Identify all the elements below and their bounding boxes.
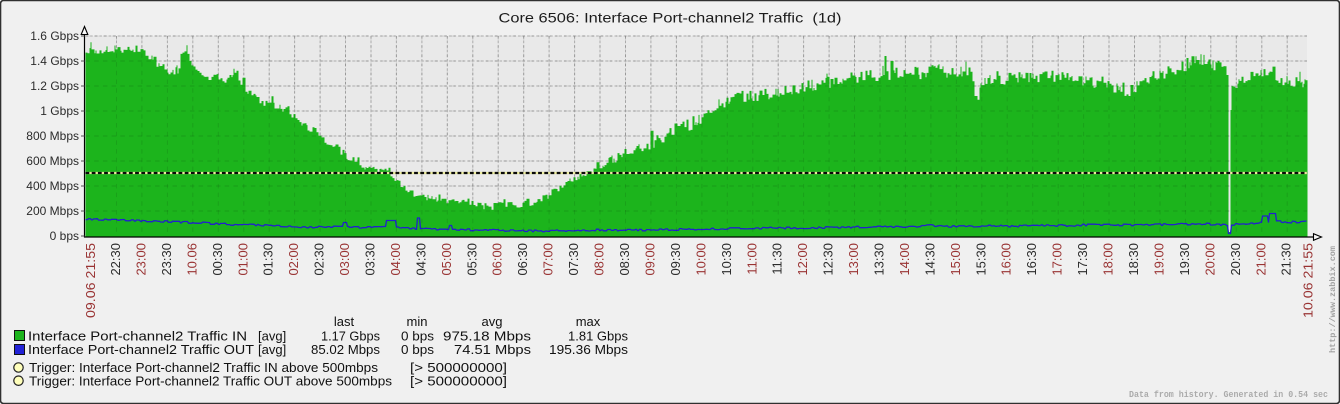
svg-text:21:00: 21:00 [1253, 243, 1268, 276]
svg-text:Data from history. Generated i: Data from history. Generated in 0.54 sec [1129, 390, 1328, 400]
svg-text:15:30: 15:30 [973, 243, 988, 276]
svg-text:11:00: 11:00 [744, 243, 759, 275]
svg-text:22:30: 22:30 [108, 243, 123, 276]
svg-text:avg: avg [482, 314, 503, 329]
svg-text:Interface Port-channel2 Traffi: Interface Port-channel2 Traffic IN [28, 329, 247, 344]
svg-text:Interface Port-channel2 Traffi: Interface Port-channel2 Traffic OUT [28, 342, 254, 357]
svg-text:20:30: 20:30 [1228, 243, 1243, 276]
svg-text:07:00: 07:00 [541, 243, 556, 276]
svg-text:1.2 Gbps: 1.2 Gbps [30, 79, 79, 93]
svg-text:05:30: 05:30 [464, 243, 479, 276]
svg-text:02:00: 02:00 [286, 243, 301, 276]
svg-text:10:30: 10:30 [719, 243, 734, 276]
svg-text:[> 500000000]: [> 500000000] [410, 360, 507, 375]
svg-text:03:00: 03:00 [337, 243, 352, 276]
svg-text:23:00: 23:00 [133, 243, 148, 276]
svg-text:0 bps: 0 bps [50, 229, 79, 243]
svg-text:Core 6506: Interface Port-chan: Core 6506: Interface Port-channel2 Traff… [499, 10, 842, 26]
svg-text:09:00: 09:00 [642, 243, 657, 276]
svg-text:10.06: 10.06 [184, 243, 199, 276]
svg-text:19:00: 19:00 [1152, 243, 1167, 276]
svg-text:08:00: 08:00 [592, 243, 607, 276]
svg-text:19:30: 19:30 [1177, 243, 1192, 276]
svg-text:17:00: 17:00 [1050, 243, 1065, 276]
svg-text:195.36 Mbps: 195.36 Mbps [549, 342, 629, 357]
svg-text:01:30: 01:30 [261, 243, 276, 276]
svg-text:20:00: 20:00 [1202, 243, 1217, 276]
svg-text:[avg]: [avg] [258, 329, 286, 344]
svg-text:10:00: 10:00 [693, 243, 708, 276]
svg-text:1.4 Gbps: 1.4 Gbps [30, 54, 79, 68]
svg-text:00:30: 00:30 [210, 243, 225, 276]
svg-text:1 Gbps: 1 Gbps [40, 104, 79, 118]
svg-text:13:30: 13:30 [872, 243, 887, 276]
svg-text:85.02 Mbps: 85.02 Mbps [311, 342, 381, 357]
svg-text:23:30: 23:30 [159, 243, 174, 276]
svg-text:16:30: 16:30 [1024, 243, 1039, 276]
svg-text:min: min [407, 314, 428, 329]
svg-text:1.17 Gbps: 1.17 Gbps [321, 329, 380, 344]
svg-text:16:00: 16:00 [999, 243, 1014, 276]
svg-text:09.06 21:55: 09.06 21:55 [83, 243, 98, 318]
svg-text:14:00: 14:00 [897, 243, 912, 276]
svg-text:[avg]: [avg] [258, 342, 286, 357]
svg-text:74.51 Mbps: 74.51 Mbps [454, 342, 532, 357]
svg-text:Trigger: Interface Port-channe: Trigger: Interface Port-channel2 Traffic… [29, 373, 393, 388]
svg-text:18:00: 18:00 [1101, 243, 1116, 276]
svg-text:07:30: 07:30 [566, 243, 581, 276]
svg-text:600 Mbps: 600 Mbps [26, 154, 79, 168]
svg-text:13:00: 13:00 [846, 243, 861, 276]
svg-text:08:30: 08:30 [617, 243, 632, 276]
svg-text:200 Mbps: 200 Mbps [26, 204, 79, 218]
svg-text:04:30: 04:30 [413, 243, 428, 276]
svg-text:01:00: 01:00 [235, 243, 250, 276]
svg-text:800 Mbps: 800 Mbps [26, 129, 79, 143]
svg-text:0 bps: 0 bps [401, 329, 435, 344]
svg-text:1.6 Gbps: 1.6 Gbps [30, 29, 79, 43]
svg-text:11:30: 11:30 [770, 243, 785, 275]
svg-text:21:30: 21:30 [1279, 243, 1294, 276]
svg-text:http://www.zabbix.com: http://www.zabbix.com [1329, 246, 1338, 353]
svg-text:400 Mbps: 400 Mbps [26, 179, 79, 193]
svg-text:1.81 Gbps: 1.81 Gbps [568, 329, 628, 344]
svg-text:12:30: 12:30 [821, 243, 836, 276]
svg-text:14:30: 14:30 [922, 243, 937, 276]
svg-text:06:30: 06:30 [515, 243, 530, 276]
svg-text:12:00: 12:00 [795, 243, 810, 276]
svg-text:06:00: 06:00 [490, 243, 505, 276]
svg-text:Trigger: Interface Port-channe: Trigger: Interface Port-channel2 Traffic… [29, 360, 379, 375]
svg-text:15:00: 15:00 [948, 243, 963, 276]
svg-text:18:30: 18:30 [1126, 243, 1141, 276]
svg-text:0 bps: 0 bps [401, 342, 435, 357]
svg-text:max: max [576, 314, 601, 329]
svg-text:last: last [334, 314, 355, 329]
svg-text:[> 500000000]: [> 500000000] [410, 373, 507, 388]
svg-text:05:00: 05:00 [439, 243, 454, 276]
svg-text:09:30: 09:30 [668, 243, 683, 276]
svg-text:02:30: 02:30 [312, 243, 327, 276]
svg-text:17:30: 17:30 [1075, 243, 1090, 276]
svg-text:975.18 Mbps: 975.18 Mbps [443, 329, 532, 344]
svg-text:03:30: 03:30 [363, 243, 378, 276]
svg-text:10.06 21:55: 10.06 21:55 [1301, 243, 1316, 318]
svg-text:04:00: 04:00 [388, 243, 403, 276]
